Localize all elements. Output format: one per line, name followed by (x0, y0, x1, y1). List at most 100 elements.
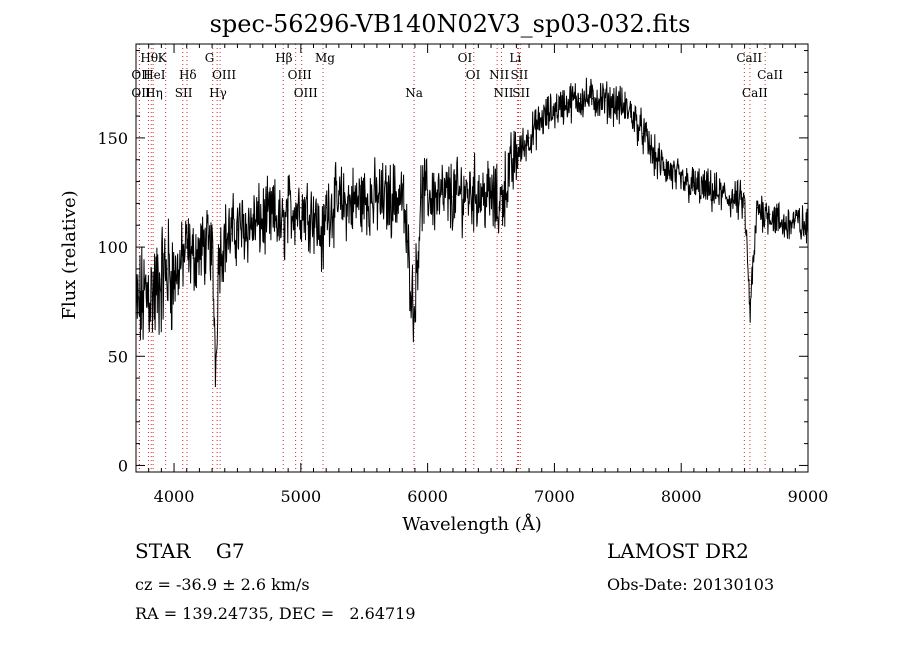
spectrum-point (186, 246, 188, 248)
x-tick-label: 7000 (534, 487, 575, 506)
line-marker-label: SII (511, 68, 529, 82)
line-marker-label: SII (512, 86, 530, 100)
spectrum-point (528, 137, 530, 139)
spectrum-point (388, 198, 391, 200)
spectrum-point (427, 194, 429, 196)
spectrum-point (338, 202, 340, 205)
spectrum-point (503, 189, 505, 191)
spectrum-point (465, 191, 467, 194)
line-marker-label: Mg (315, 51, 335, 65)
spectrum-point (629, 111, 632, 113)
x-tick-label: 4000 (154, 487, 195, 506)
spectrum-point (655, 159, 657, 161)
spectrum-point (262, 220, 264, 222)
spectrum-point (274, 215, 277, 218)
line-marker-label: SII (175, 86, 193, 100)
spectrum-point (744, 202, 746, 205)
spectrum-point (205, 246, 207, 248)
x-tick-label: 6000 (407, 487, 448, 506)
obs-date-label: Obs-Date: 20130103 (607, 575, 775, 594)
line-marker-label: OII (131, 86, 151, 100)
spectrum-point (718, 194, 720, 196)
line-marker-label: Hδ (179, 68, 197, 82)
y-axis-label: Flux (relative) (59, 190, 80, 319)
line-marker-label: OIII (294, 86, 318, 100)
spectrum-point (749, 311, 751, 314)
line-marker-label: Hη (145, 86, 163, 100)
spectrum-point (617, 104, 619, 106)
spectrum-point (322, 242, 324, 244)
spectrum-point (148, 290, 150, 292)
classification-label: STAR G7 (135, 539, 245, 563)
line-marker-label: NII (494, 86, 514, 100)
spectrum-point (667, 170, 670, 172)
line-marker-label: CaII (757, 68, 783, 82)
line-marker-label: Hθ (140, 51, 158, 65)
spectrum-point (642, 132, 644, 135)
spectrum-point (230, 233, 232, 235)
spectrum-point (363, 198, 365, 200)
spectrum-point (249, 224, 251, 226)
spectrum-point (769, 213, 771, 215)
spectrum-point (282, 229, 284, 231)
line-marker-label: CaII (742, 86, 768, 100)
line-marker-label: OI (458, 51, 473, 65)
survey-label: LAMOST DR2 (607, 539, 749, 563)
spectrum-point (705, 189, 708, 191)
spectrum-point (300, 207, 302, 209)
spectrum-point (794, 220, 796, 222)
spectrum-point (782, 224, 784, 226)
x-axis-label: Wavelength (Å) (402, 513, 542, 535)
y-tick-label: 100 (97, 238, 128, 257)
x-tick-label: 9000 (788, 487, 829, 506)
spectrum-point (515, 154, 517, 156)
spectrum-point (452, 196, 454, 198)
spectrum-series-line (135, 77, 809, 388)
y-tick-label: 150 (97, 129, 128, 148)
line-marker-label: Hγ (209, 86, 227, 100)
spectrum-point (579, 97, 581, 100)
spectrum-point (141, 301, 143, 303)
line-marker-label: OIII (212, 68, 236, 82)
line-marker-label: CaII (736, 51, 762, 65)
spectrum-point (604, 100, 606, 102)
spectrum-point (420, 194, 422, 196)
spectrum-point (401, 194, 403, 196)
spectrum-point (160, 279, 162, 281)
spectrum-point (350, 202, 353, 205)
chart-title: spec-56296-VB140N02V3_sp03-032.fits (209, 10, 691, 38)
spectrum-point (498, 207, 500, 209)
spectrum-point (591, 97, 594, 100)
line-marker-label: K (158, 51, 168, 65)
line-marker-label: G (205, 51, 215, 65)
spectrum-point (477, 191, 479, 194)
spectrum-point (490, 196, 492, 198)
spectrum-point (167, 268, 169, 270)
spectrum-point (693, 185, 695, 187)
spectrum-point (173, 279, 175, 281)
spectrum-point (553, 108, 556, 111)
line-marker-label: NII (489, 68, 509, 82)
spectrum-point (312, 211, 315, 213)
y-tick-label: 50 (108, 347, 128, 366)
x-tick-label: 8000 (661, 487, 702, 506)
spectrum-point (224, 237, 226, 239)
line-marker-label: OII (131, 68, 151, 82)
spectrum-point (211, 246, 213, 248)
spectrum-point (376, 198, 378, 200)
spectrum-point (413, 311, 415, 314)
spectrum-point (680, 180, 682, 183)
line-marker-label: Li (509, 51, 521, 65)
coordinates-label: RA = 139.24735, DEC = 2.64719 (135, 604, 416, 623)
spectrum-point (179, 263, 181, 266)
spectrum-point (217, 257, 220, 259)
spectrum-point (756, 207, 758, 209)
line-marker-label: HeI (143, 68, 166, 82)
line-marker-label: Hβ (275, 51, 292, 65)
spectrum-point (236, 229, 239, 231)
spectrum-point (541, 119, 543, 122)
spectrum-point (325, 207, 327, 209)
line-marker-label: Na (405, 86, 423, 100)
y-tick-label: 0 (118, 456, 128, 475)
